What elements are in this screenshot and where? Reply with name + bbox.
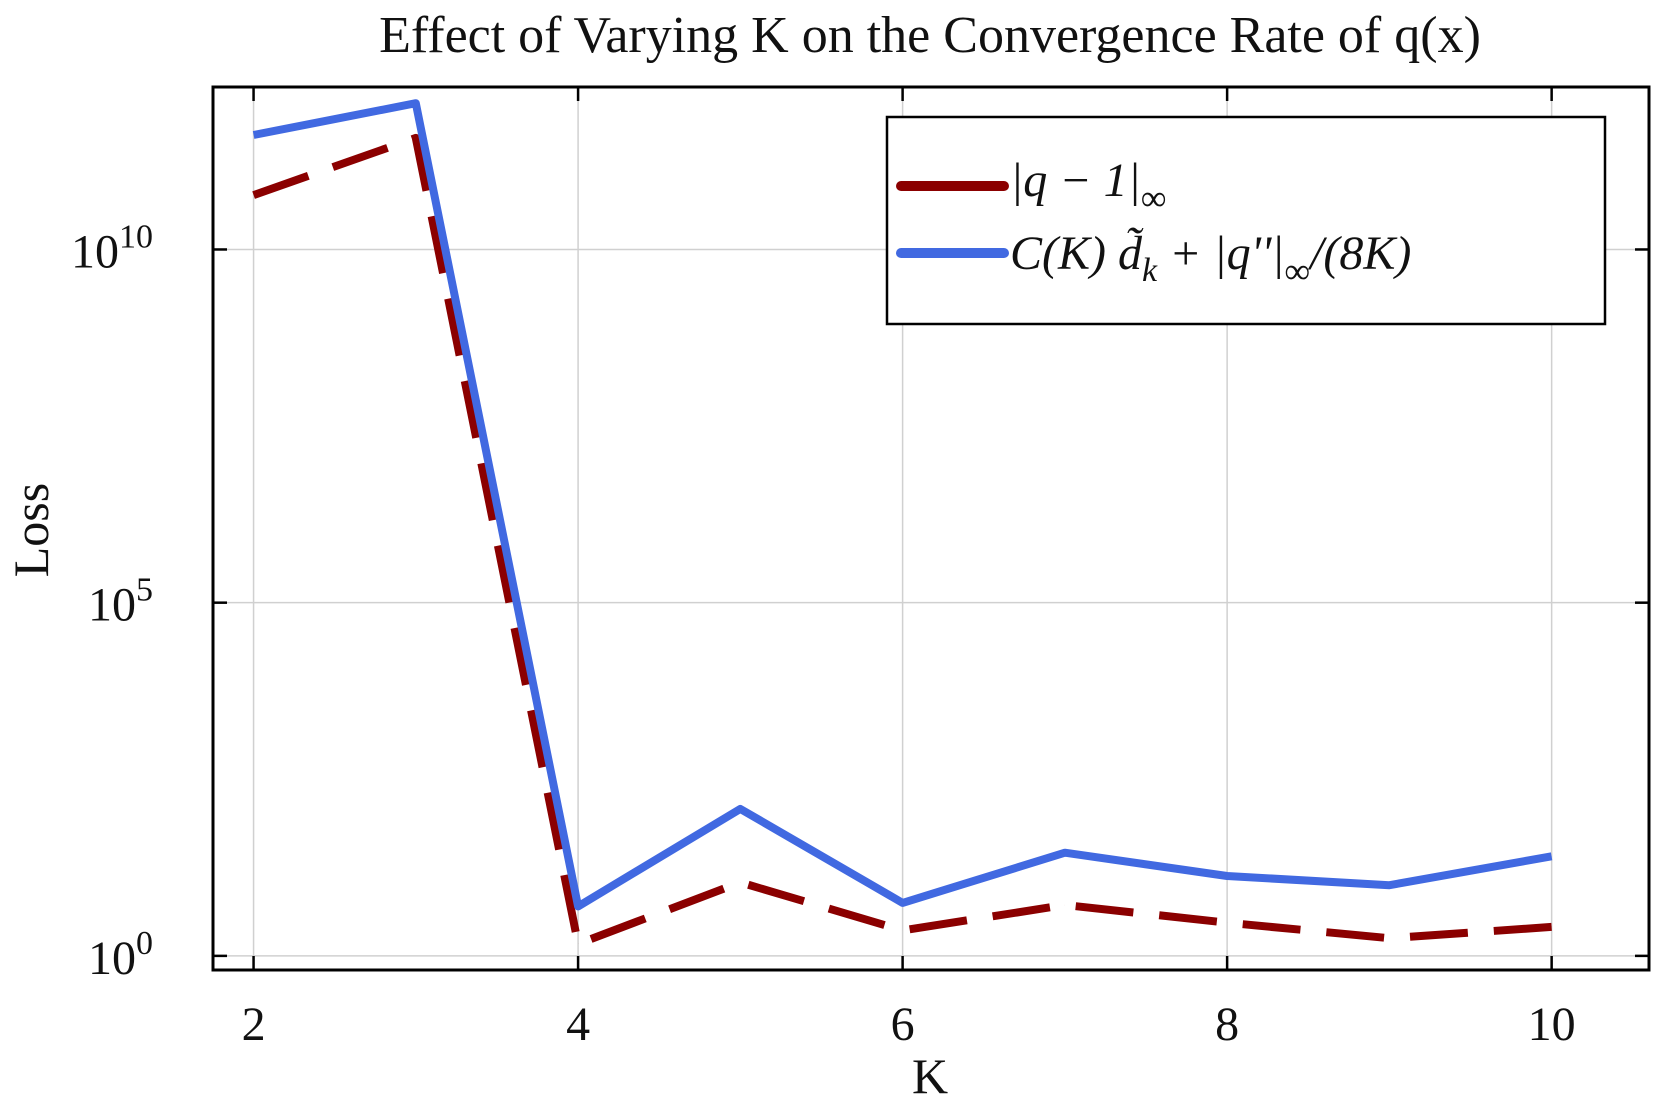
legend-1-main: |q − 1| <box>1010 154 1141 207</box>
legend: |q − 1|∞ C(K) d̃k + |q''|∞/(8K) <box>885 115 1607 326</box>
chart-title: Effect of Varying K on the Convergence R… <box>379 7 1481 64</box>
legend-2-dtilde: d̃ <box>1118 226 1144 280</box>
legend-2-sub1: k <box>1142 252 1158 289</box>
plot-area-frame <box>211 85 1651 972</box>
x-tick-label-4: 4 <box>566 998 590 1051</box>
y-tick-label-1e10: 1010 <box>71 218 153 278</box>
series-lines <box>252 99 1553 948</box>
y-tick-label-1e5: 105 <box>88 572 153 632</box>
legend-2-main3: /(8K) <box>1307 227 1411 280</box>
x-tick-label-6: 6 <box>891 998 915 1051</box>
y-tick-label-1e0: 100 <box>88 925 153 985</box>
legend-1-sub: ∞ <box>1141 178 1167 218</box>
x-tick-label-2: 2 <box>242 998 266 1051</box>
axis-ticks <box>213 87 1649 970</box>
legend-label-series-1: |q − 1|∞ <box>1010 154 1166 218</box>
legend-2-main1: C(K) <box>1010 227 1118 280</box>
x-tick-label-10: 10 <box>1528 998 1576 1051</box>
tick-labels: 2 4 6 8 10 100 105 1010 <box>71 218 1576 1051</box>
legend-box <box>885 115 1607 326</box>
legend-2-main2: + |q''| <box>1157 227 1284 280</box>
y-axis-label: Loss <box>3 483 59 577</box>
x-axis-label: K <box>912 1048 948 1104</box>
legend-label-series-2: C(K) d̃k + |q''|∞/(8K) <box>1010 226 1411 291</box>
x-tick-label-8: 8 <box>1215 998 1239 1051</box>
legend-2-sub2: ∞ <box>1284 251 1310 291</box>
series-line-1 <box>252 133 1552 948</box>
